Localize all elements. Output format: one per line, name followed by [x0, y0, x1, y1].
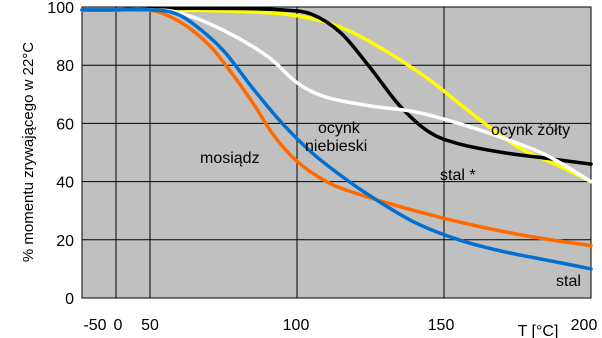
y-tick-label: 40	[56, 175, 74, 192]
label-niebieski: niebieski	[305, 138, 367, 155]
x-tick-label: 50	[141, 317, 159, 334]
x-tick-label: 0	[114, 317, 123, 334]
label-ocynk: ocynk	[318, 120, 361, 137]
label-ocynk-zolty: ocynk żółty	[491, 122, 570, 139]
y-tick-label: 0	[65, 291, 74, 308]
x-axis-label: T [°C]	[518, 323, 559, 338]
y-tick-label: 20	[56, 233, 74, 250]
y-tick-labels: 0 20 40 60 80 100	[47, 0, 74, 308]
y-tick-label: 100	[47, 0, 74, 17]
label-mosiadz: mosiądz	[200, 150, 260, 167]
label-stal-star: stal *	[440, 167, 476, 184]
x-tick-label: 150	[428, 317, 455, 334]
x-tick-label: 100	[283, 317, 310, 334]
x-tick-label: 200	[571, 317, 598, 334]
y-axis-label: % momentu zrywającego w 22°C	[20, 42, 37, 262]
x-tick-labels: -50 0 50 100 150 200	[83, 317, 597, 334]
y-tick-label: 80	[56, 58, 74, 75]
series-lines	[80, 6, 593, 271]
label-stal: stal	[556, 273, 581, 290]
series-line	[80, 7, 593, 271]
x-tick-label: -50	[83, 317, 106, 334]
y-tick-label: 60	[56, 116, 74, 133]
grid	[82, 7, 591, 298]
